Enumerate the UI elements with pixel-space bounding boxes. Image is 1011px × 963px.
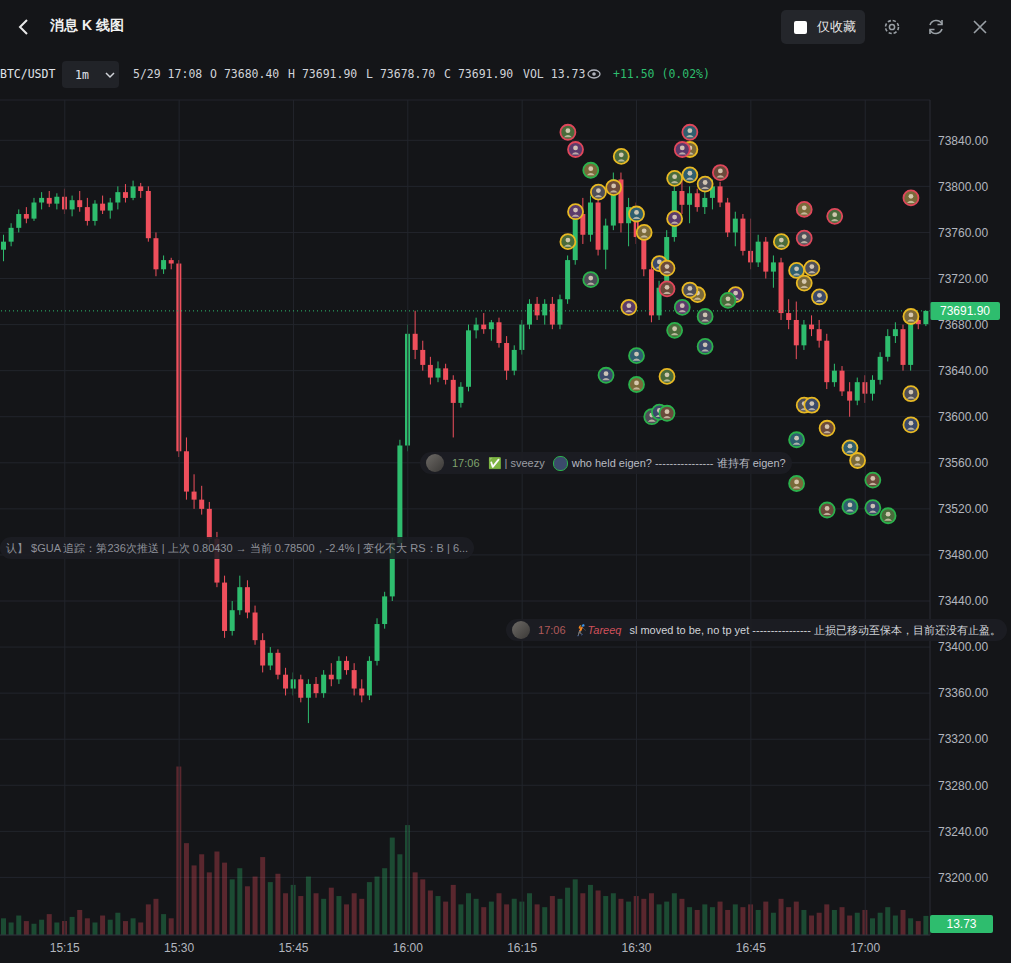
- svg-text:73691.90: 73691.90: [940, 304, 990, 318]
- html-text:C: C: [444, 67, 451, 81]
- svg-text:73240.00: 73240.00: [938, 825, 988, 839]
- svg-text:73680.00: 73680.00: [938, 318, 988, 332]
- svg-text:73640.00: 73640.00: [938, 364, 988, 378]
- html-text:1m: 1m: [75, 67, 89, 82]
- svg-text:73560.00: 73560.00: [938, 456, 988, 470]
- svg-text:16:45: 16:45: [736, 941, 766, 955]
- svg-text:73440.00: 73440.00: [938, 594, 988, 608]
- html-text:13.73: 13.73: [550, 67, 586, 81]
- svg-text:73360.00: 73360.00: [938, 686, 988, 700]
- html-text:BTC/USDT: BTC/USDT: [0, 67, 56, 81]
- svg-text:15:45: 15:45: [278, 941, 308, 955]
- html-text:VOL: VOL: [523, 67, 544, 81]
- svg-text:73600.00: 73600.00: [938, 410, 988, 424]
- svg-text:73760.00: 73760.00: [938, 226, 988, 240]
- html-text:73691.90: 73691.90: [457, 67, 514, 81]
- svg-text:73840.00: 73840.00: [938, 134, 988, 148]
- html-text:🏌Tareeq: 🏌Tareeq: [573, 623, 622, 636]
- html-text:sl moved to be, no tp yet ----: sl moved to be, no tp yet --------------…: [629, 623, 1001, 636]
- svg-text:73280.00: 73280.00: [938, 779, 988, 793]
- html-text:L: L: [366, 67, 373, 81]
- html-text:消息 K 线图: 消息 K 线图: [50, 17, 124, 33]
- html-text:+11.50 (0.02%): +11.50 (0.02%): [613, 67, 710, 81]
- svg-text:16:00: 16:00: [393, 941, 423, 955]
- svg-text:73200.00: 73200.00: [938, 871, 988, 885]
- html-text:5/29 17:08: 5/29 17:08: [133, 67, 203, 81]
- svg-text:73320.00: 73320.00: [938, 732, 988, 746]
- svg-text:73800.00: 73800.00: [938, 180, 988, 194]
- html-text:H: H: [288, 67, 295, 81]
- html-text:73678.70: 73678.70: [379, 67, 436, 81]
- html-text:O: O: [210, 67, 217, 81]
- svg-text:15:30: 15:30: [164, 941, 194, 955]
- html-text:认】 $GUA 追踪：第236次推送 | 上次 0.8043: 认】 $GUA 追踪：第236次推送 | 上次 0.80430 → 当前 0.7…: [6, 541, 469, 554]
- html-text:17:06: 17:06: [538, 624, 566, 636]
- html-text:17:06: 17:06: [452, 457, 480, 469]
- svg-text:15:15: 15:15: [50, 941, 80, 955]
- svg-text:16:30: 16:30: [622, 941, 652, 955]
- html-text:73680.40: 73680.40: [223, 67, 280, 81]
- svg-text:73400.00: 73400.00: [938, 640, 988, 654]
- svg-text:73480.00: 73480.00: [938, 548, 988, 562]
- svg-text:73520.00: 73520.00: [938, 502, 988, 516]
- html-text:仅收藏: 仅收藏: [817, 19, 856, 34]
- html-text:73691.90: 73691.90: [301, 67, 358, 81]
- html-text:who held eigen? --------------: who held eigen? ---------------- 谁持有 eig…: [571, 456, 786, 469]
- html-text:13.73: 13.73: [946, 917, 977, 931]
- svg-text:73720.00: 73720.00: [938, 272, 988, 286]
- svg-text:16:15: 16:15: [507, 941, 537, 955]
- html-text:✅ | sveezy: ✅ | sveezy: [487, 456, 545, 469]
- svg-text:17:00: 17:00: [850, 941, 880, 955]
